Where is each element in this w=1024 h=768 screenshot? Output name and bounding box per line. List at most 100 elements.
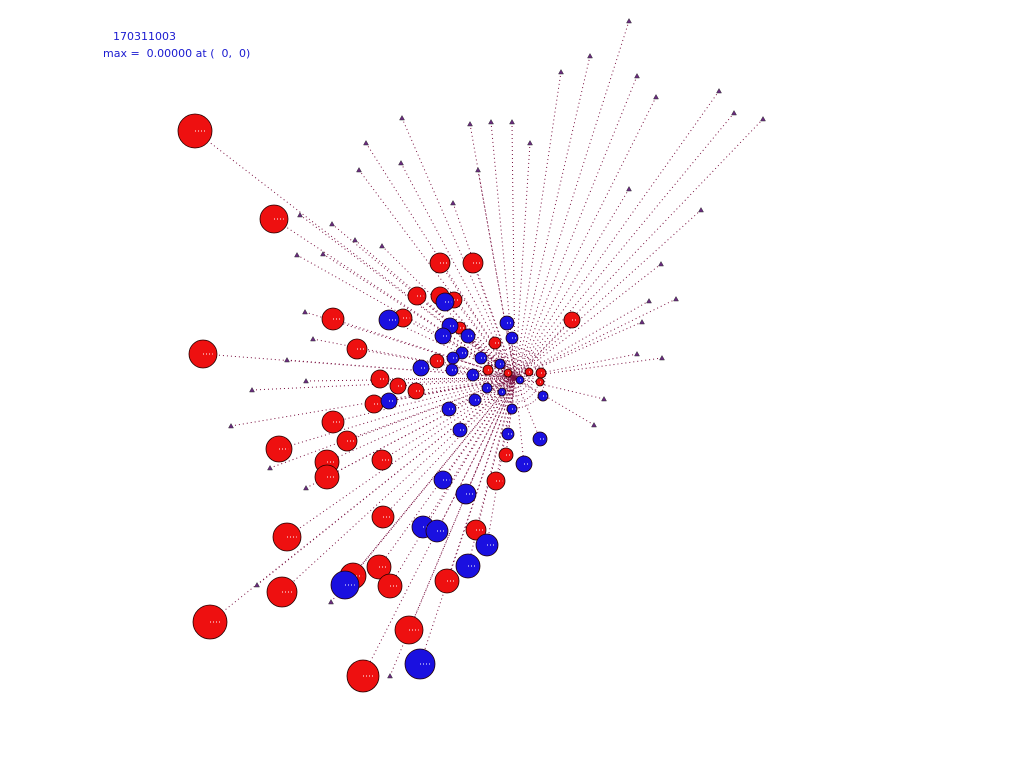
center-ring — [500, 363, 530, 393]
ray-line — [514, 357, 663, 379]
ray-end — [387, 672, 393, 679]
ray-end — [267, 464, 273, 471]
ray-line — [415, 377, 516, 392]
ray-line — [486, 377, 516, 546]
ray-end — [303, 484, 309, 491]
ray-line — [281, 377, 516, 593]
ray-line — [451, 369, 516, 379]
ray-end — [634, 350, 640, 357]
ray-line — [400, 162, 516, 379]
ray-end — [284, 356, 290, 363]
ray-line — [448, 377, 516, 410]
ray-end — [601, 395, 607, 402]
ray-line — [344, 377, 516, 586]
ray-line — [453, 299, 516, 379]
circle-markers — [177, 113, 581, 693]
center-ring — [496, 359, 534, 397]
ray-line — [505, 377, 516, 456]
ray-line — [299, 214, 516, 379]
ray-line — [514, 377, 544, 397]
ray-end — [731, 109, 737, 116]
ray-end — [379, 242, 385, 249]
ray-end — [475, 166, 481, 173]
ray-line — [514, 377, 525, 465]
ray-end — [228, 422, 234, 429]
ray-end — [673, 295, 679, 302]
ray-end — [356, 166, 362, 173]
ray-end — [591, 421, 597, 428]
center-ring — [484, 347, 546, 409]
ray-end — [527, 139, 533, 146]
ray-line — [305, 377, 516, 382]
ray-line — [490, 121, 516, 379]
ray-end — [639, 318, 645, 325]
ray-line — [514, 377, 541, 440]
ray-end — [254, 581, 260, 588]
ray-line — [514, 188, 630, 379]
ray-line — [330, 377, 516, 603]
ray-line — [408, 377, 516, 631]
center-ring — [504, 367, 526, 389]
ray-end — [716, 87, 722, 94]
ray-line — [381, 245, 516, 379]
ray-line — [511, 121, 516, 379]
ray-line — [514, 353, 638, 379]
ray-end — [302, 308, 308, 315]
ray-line — [514, 300, 650, 379]
ray-end — [294, 251, 300, 258]
ray-line — [514, 319, 573, 379]
run-id: 170311003 — [113, 30, 176, 43]
ray-end — [450, 199, 456, 206]
ray-line — [514, 377, 595, 426]
ray-line — [459, 377, 516, 431]
ray-line — [354, 239, 516, 379]
ray-line — [202, 353, 516, 379]
ray-end — [249, 386, 255, 393]
ray-line — [379, 377, 516, 380]
ray-end — [626, 185, 632, 192]
ray-line — [436, 377, 516, 532]
ray-line — [494, 342, 516, 379]
ray-end — [329, 220, 335, 227]
ray-end — [659, 354, 665, 361]
ray-line — [401, 117, 516, 379]
ray-end — [760, 115, 766, 122]
ray-end — [634, 72, 640, 79]
ray-end — [488, 118, 494, 125]
ray-line — [514, 96, 657, 379]
ray-end — [509, 118, 515, 125]
ray-end — [646, 297, 652, 304]
ray-line — [452, 202, 516, 379]
ray-end — [328, 598, 334, 605]
ray-line — [465, 377, 516, 495]
ray-end — [303, 377, 309, 384]
ray-line — [514, 377, 605, 400]
ray-line — [514, 263, 662, 379]
ray-line — [511, 337, 516, 379]
ray-line — [389, 377, 516, 587]
ray-line — [514, 90, 720, 379]
ray-line — [388, 377, 516, 402]
ray-end — [467, 120, 473, 127]
ray-line — [514, 20, 630, 379]
ray-end — [399, 114, 405, 121]
ray-end — [297, 211, 303, 218]
ray-end — [658, 260, 664, 267]
max-readout: max = 0.00000 at ( 0, 0) — [103, 47, 250, 60]
ray-line — [469, 123, 516, 379]
ray-end — [398, 159, 404, 166]
ray-line — [472, 262, 516, 379]
ray-end — [558, 68, 564, 75]
ray-end — [653, 93, 659, 100]
ray-end — [310, 335, 316, 342]
ray-end — [352, 236, 358, 243]
ray-end — [320, 250, 326, 257]
ray-end — [363, 139, 369, 146]
ray-line — [439, 262, 516, 379]
ray-ends — [228, 17, 766, 679]
ray-end — [626, 17, 632, 24]
ray-line — [273, 218, 516, 379]
ray-line — [514, 209, 702, 379]
ray-end — [587, 52, 593, 59]
